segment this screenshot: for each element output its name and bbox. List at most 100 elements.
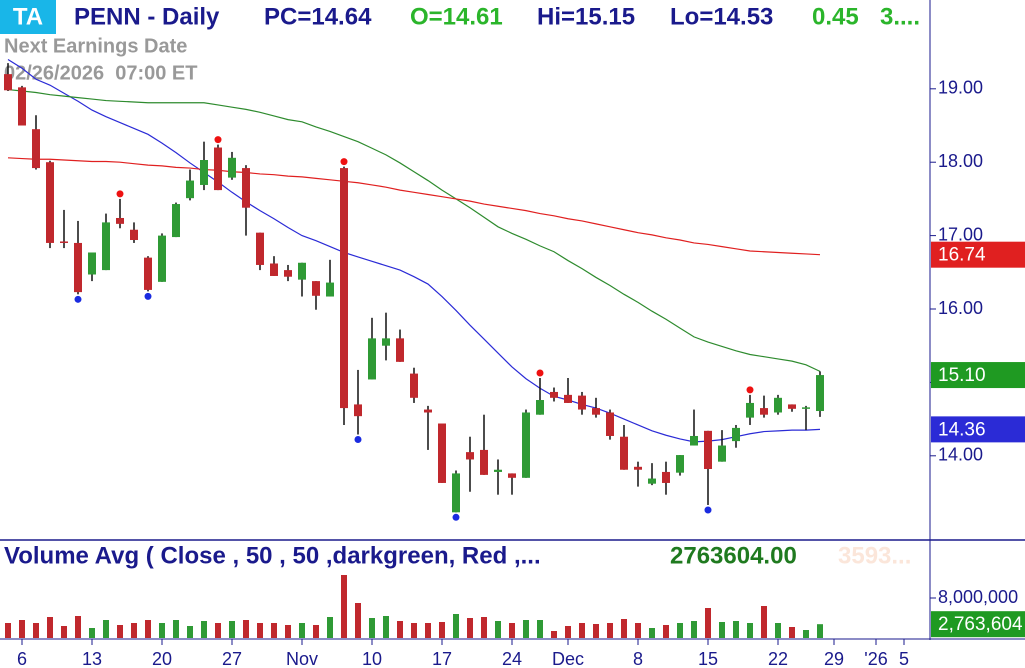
candle-body (494, 469, 502, 472)
value-box (931, 241, 1025, 268)
volume-bar (201, 621, 207, 638)
value-box-label: 2,763,604 (938, 614, 1023, 635)
moving-average (7, 58, 821, 443)
volume-bar (579, 623, 585, 638)
volume-bar (285, 625, 291, 638)
candle-body (368, 338, 376, 380)
candle-body (676, 455, 684, 473)
volume-bar (523, 620, 529, 638)
volume-bar (327, 617, 333, 638)
candle-body (46, 162, 54, 243)
x-tick-label: 29 (824, 649, 844, 668)
candle-body (242, 168, 250, 208)
volume-bar (803, 630, 809, 638)
candle-body (718, 445, 726, 462)
volume-bar (89, 628, 95, 638)
volume-bar (635, 623, 641, 638)
candle-body (816, 375, 824, 412)
volume-bar (397, 621, 403, 638)
candle-body (438, 423, 446, 483)
candle-body (760, 408, 768, 415)
volume-title: Volume Avg ( Close , 50 , 50 ,darkgreen,… (4, 542, 541, 569)
candle-body (102, 222, 110, 271)
volume-bar (537, 620, 543, 638)
x-tick-label: Dec (552, 649, 584, 668)
volume-bar (705, 608, 711, 638)
volume-bar (733, 621, 739, 638)
candle-body (522, 412, 530, 478)
candle-body (298, 262, 306, 280)
pivot-high (214, 136, 222, 144)
prev-close: PC=14.64 (264, 3, 372, 30)
volume-bar (565, 626, 571, 638)
moving-average (7, 157, 821, 256)
moving-average (7, 88, 821, 372)
volume-bar (173, 620, 179, 638)
x-tick-label: 24 (502, 649, 522, 668)
candle-body (606, 412, 614, 436)
volume-bar (47, 617, 53, 638)
volume-bar (761, 606, 767, 638)
value-box-label: 15.10 (938, 365, 986, 386)
candle-body (592, 408, 600, 415)
candle-body (732, 427, 740, 442)
value-box (931, 611, 1025, 638)
volume-bar (691, 621, 697, 638)
x-tick-label: '26 (864, 649, 887, 668)
y-tick-label: 17.00 (938, 224, 983, 244)
candle-body (60, 241, 68, 243)
candle-body (648, 478, 656, 484)
candle-body (746, 402, 754, 418)
volume-bar (467, 618, 473, 638)
volume-bar (33, 623, 39, 638)
open: O=14.61 (410, 3, 503, 30)
volume-bar (187, 626, 193, 638)
candle-body (340, 168, 348, 409)
volume-bar (383, 616, 389, 638)
volume-bar (509, 623, 515, 638)
candle-body (466, 452, 474, 460)
candle-body (326, 282, 334, 297)
volume-bar (621, 619, 627, 638)
candle-body (284, 270, 292, 277)
earnings-date: 02/26/2026 07:00 ET (4, 62, 197, 84)
pivot-low (354, 436, 362, 444)
pivot-low (452, 513, 460, 521)
volume-bar (453, 614, 459, 638)
candle-body (578, 395, 586, 410)
candle-body (704, 430, 712, 470)
x-tick-label: 22 (768, 649, 788, 668)
volume-bar (145, 620, 151, 638)
x-tick-label: 27 (222, 649, 242, 668)
badge-text: TA (13, 3, 43, 30)
pivot-low (704, 506, 712, 514)
candle-body (396, 338, 404, 362)
candle-body (32, 129, 40, 169)
volume-bar (299, 623, 305, 638)
volume-bar (411, 623, 417, 638)
volume-average: 3593... (838, 542, 911, 569)
volume-bar (425, 623, 431, 638)
value-box (931, 362, 1025, 389)
candle-body (508, 473, 516, 478)
value-box-label: 16.74 (938, 245, 986, 266)
candle-body (18, 87, 26, 126)
candle-body (690, 435, 698, 446)
candle-body (228, 157, 236, 178)
volume-bar (271, 623, 277, 638)
candle-body (788, 404, 796, 409)
candle-body (144, 257, 152, 290)
candle-body (214, 147, 222, 191)
x-tick-label: 10 (362, 649, 382, 668)
volume-bar (677, 623, 683, 638)
volume-bar (117, 625, 123, 638)
candle-body (424, 409, 432, 413)
axes (0, 0, 1025, 645)
volume-bar (495, 621, 501, 638)
symbol: PENN - Daily (74, 3, 220, 30)
candle-body (802, 407, 810, 409)
volume-bar (663, 625, 669, 638)
low: Lo=14.53 (670, 3, 773, 30)
